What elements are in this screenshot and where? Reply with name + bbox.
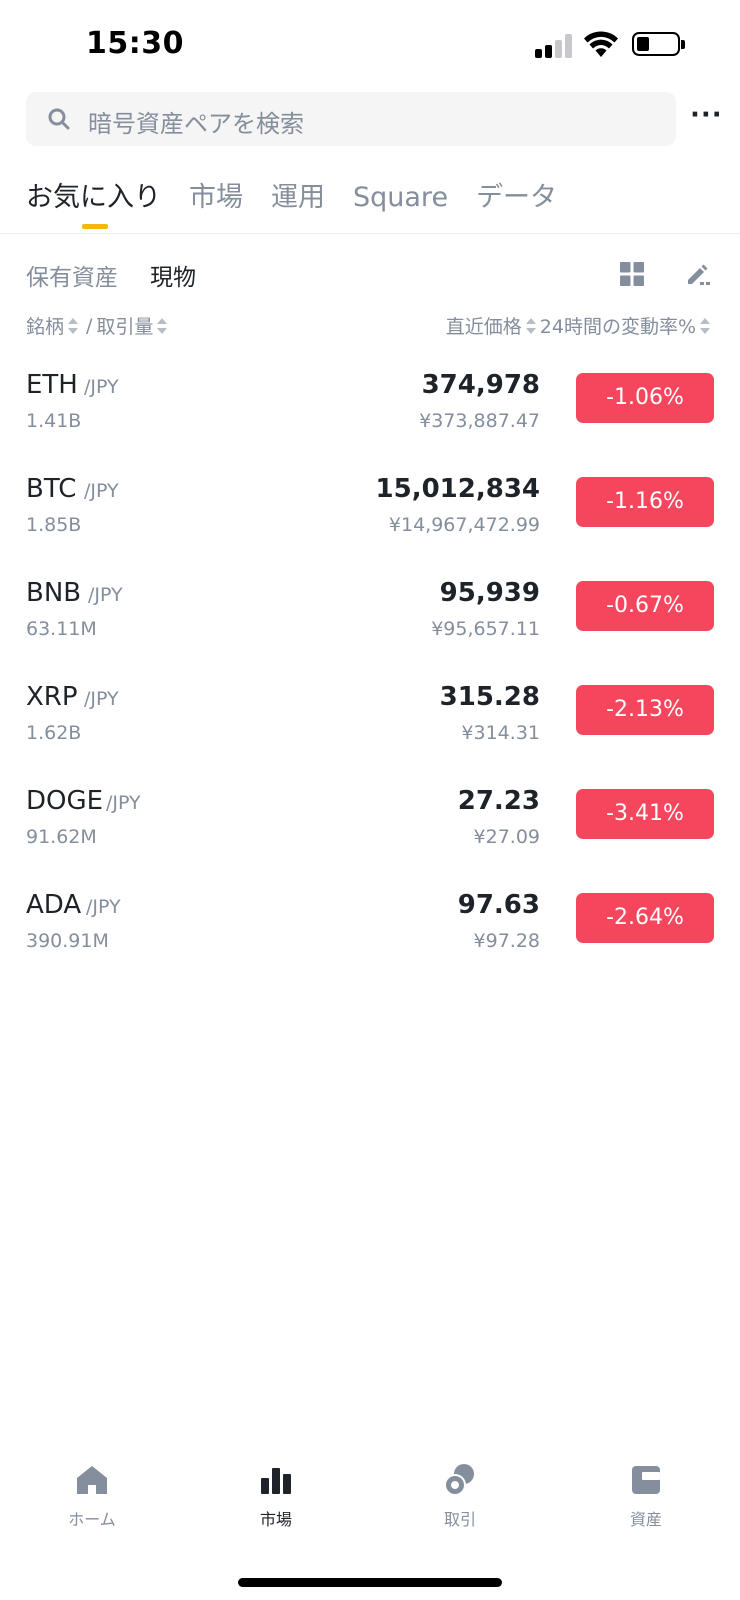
tab-market[interactable]: 市場 bbox=[189, 182, 243, 213]
market-row-doge[interactable]: DOGE /JPY 91.62M 27.23 ¥27.09 -3.41% bbox=[0, 768, 740, 872]
bar-chart-icon bbox=[261, 1468, 291, 1494]
market-row-ada[interactable]: ADA /JPY 390.91M 97.63 ¥97.28 -2.64% bbox=[0, 872, 740, 976]
main-tabs: お気に入り 市場 運用 Square データ bbox=[26, 178, 585, 229]
pair-base: ETH bbox=[26, 370, 78, 400]
market-row-eth[interactable]: ETH /JPY 1.41B 374,978 ¥373,887.47 -1.06… bbox=[0, 352, 740, 456]
market-row-xrp[interactable]: XRP /JPY 1.62B 315.28 ¥314.31 -2.13% bbox=[0, 664, 740, 768]
change-badge[interactable]: -0.67% bbox=[576, 581, 714, 631]
column-last-price-label: 直近価格 bbox=[445, 316, 522, 338]
more-menu-button[interactable]: ··· bbox=[690, 100, 723, 130]
fiat-price: ¥95,657.11 bbox=[431, 618, 540, 640]
active-tab-indicator bbox=[82, 224, 108, 229]
pair-volume: 1.85B bbox=[26, 514, 82, 536]
pair-volume: 390.91M bbox=[26, 930, 109, 952]
change-badge[interactable]: -3.41% bbox=[576, 789, 714, 839]
sort-icon bbox=[157, 317, 168, 335]
column-volume-label: 取引量 bbox=[96, 316, 154, 338]
status-bar: 15:30 bbox=[0, 0, 740, 88]
trade-icon bbox=[444, 1464, 474, 1496]
pair-quote: /JPY bbox=[84, 688, 119, 710]
pair-quote: /JPY bbox=[84, 480, 119, 502]
tab-favorites[interactable]: お気に入り bbox=[26, 182, 161, 213]
pair-volume: 91.62M bbox=[26, 826, 97, 848]
change-badge[interactable]: -2.13% bbox=[576, 685, 714, 735]
pair-quote: /JPY bbox=[84, 376, 119, 398]
fiat-price: ¥314.31 bbox=[461, 722, 540, 744]
market-row-btc[interactable]: BTC /JPY 1.85B 15,012,834 ¥14,967,472.99… bbox=[0, 456, 740, 560]
wifi-icon bbox=[584, 31, 618, 57]
edit-icon[interactable] bbox=[684, 260, 712, 288]
tab-data[interactable]: データ bbox=[476, 182, 558, 213]
change-badge[interactable]: -1.06% bbox=[576, 373, 714, 423]
nav-market-label: 市場 bbox=[259, 1510, 292, 1529]
fiat-price: ¥373,887.47 bbox=[419, 410, 540, 432]
search-input[interactable]: 暗号資産ペアを検索 bbox=[26, 92, 676, 146]
pair-volume: 63.11M bbox=[26, 618, 97, 640]
sort-icon bbox=[525, 317, 536, 335]
change-badge[interactable]: -1.16% bbox=[576, 477, 714, 527]
home-indicator bbox=[238, 1578, 502, 1587]
pair-base: ADA bbox=[26, 890, 82, 920]
column-separator: / bbox=[86, 314, 93, 337]
nav-home[interactable]: ホーム bbox=[32, 1462, 152, 1530]
last-price: 374,978 bbox=[421, 370, 540, 400]
fiat-price: ¥27.09 bbox=[473, 826, 540, 848]
column-symbol-label: 銘柄 bbox=[26, 316, 65, 338]
last-price: 27.23 bbox=[457, 786, 540, 816]
nav-trade-label: 取引 bbox=[443, 1510, 476, 1529]
pair-volume: 1.62B bbox=[26, 722, 82, 744]
home-icon bbox=[77, 1466, 107, 1494]
last-price: 95,939 bbox=[439, 578, 540, 608]
pair-base: BTC bbox=[26, 474, 77, 504]
column-header-price-change[interactable]: 直近価格 24時間の変動率% bbox=[446, 312, 714, 339]
cellular-signal-icon bbox=[535, 34, 575, 58]
pair-base: BNB bbox=[26, 578, 82, 608]
pair-volume: 1.41B bbox=[26, 410, 82, 432]
pair-quote: /JPY bbox=[106, 792, 141, 814]
status-time: 15:30 bbox=[86, 26, 184, 61]
pair-base: XRP bbox=[26, 682, 78, 712]
change-badge[interactable]: -2.64% bbox=[576, 893, 714, 943]
battery-icon bbox=[632, 32, 685, 56]
nav-assets[interactable]: 資産 bbox=[586, 1462, 706, 1530]
wallet-icon bbox=[632, 1466, 660, 1494]
bottom-nav: ホーム 市場 取引 資産 bbox=[0, 1462, 740, 1552]
subtab-holdings[interactable]: 保有資産 bbox=[26, 265, 118, 291]
last-price: 97.63 bbox=[457, 890, 540, 920]
column-header-symbol-volume[interactable]: 銘柄 / 取引量 bbox=[26, 312, 171, 339]
sort-icon bbox=[68, 317, 79, 335]
sort-icon bbox=[700, 317, 710, 335]
tab-earn[interactable]: 運用 bbox=[271, 182, 325, 213]
grid-view-icon[interactable] bbox=[620, 262, 644, 286]
last-price: 15,012,834 bbox=[375, 474, 540, 504]
column-change-label: 24時間の変動率% bbox=[539, 316, 696, 338]
last-price: 315.28 bbox=[439, 682, 540, 712]
nav-trade[interactable]: 取引 bbox=[400, 1462, 520, 1530]
market-row-bnb[interactable]: BNB /JPY 63.11M 95,939 ¥95,657.11 -0.67% bbox=[0, 560, 740, 664]
pair-base: DOGE bbox=[26, 786, 104, 816]
pair-quote: /JPY bbox=[88, 584, 123, 606]
nav-assets-label: 資産 bbox=[629, 1510, 662, 1529]
tab-square[interactable]: Square bbox=[353, 182, 449, 213]
search-placeholder: 暗号資産ペアを検索 bbox=[88, 110, 304, 138]
nav-market[interactable]: 市場 bbox=[216, 1462, 336, 1530]
fiat-price: ¥14,967,472.99 bbox=[388, 514, 540, 536]
tabs-divider bbox=[0, 233, 740, 234]
subtab-spot[interactable]: 現物 bbox=[150, 265, 196, 291]
search-icon bbox=[48, 108, 70, 130]
pair-quote: /JPY bbox=[86, 896, 121, 918]
nav-home-label: ホーム bbox=[68, 1510, 116, 1529]
fiat-price: ¥97.28 bbox=[473, 930, 540, 952]
